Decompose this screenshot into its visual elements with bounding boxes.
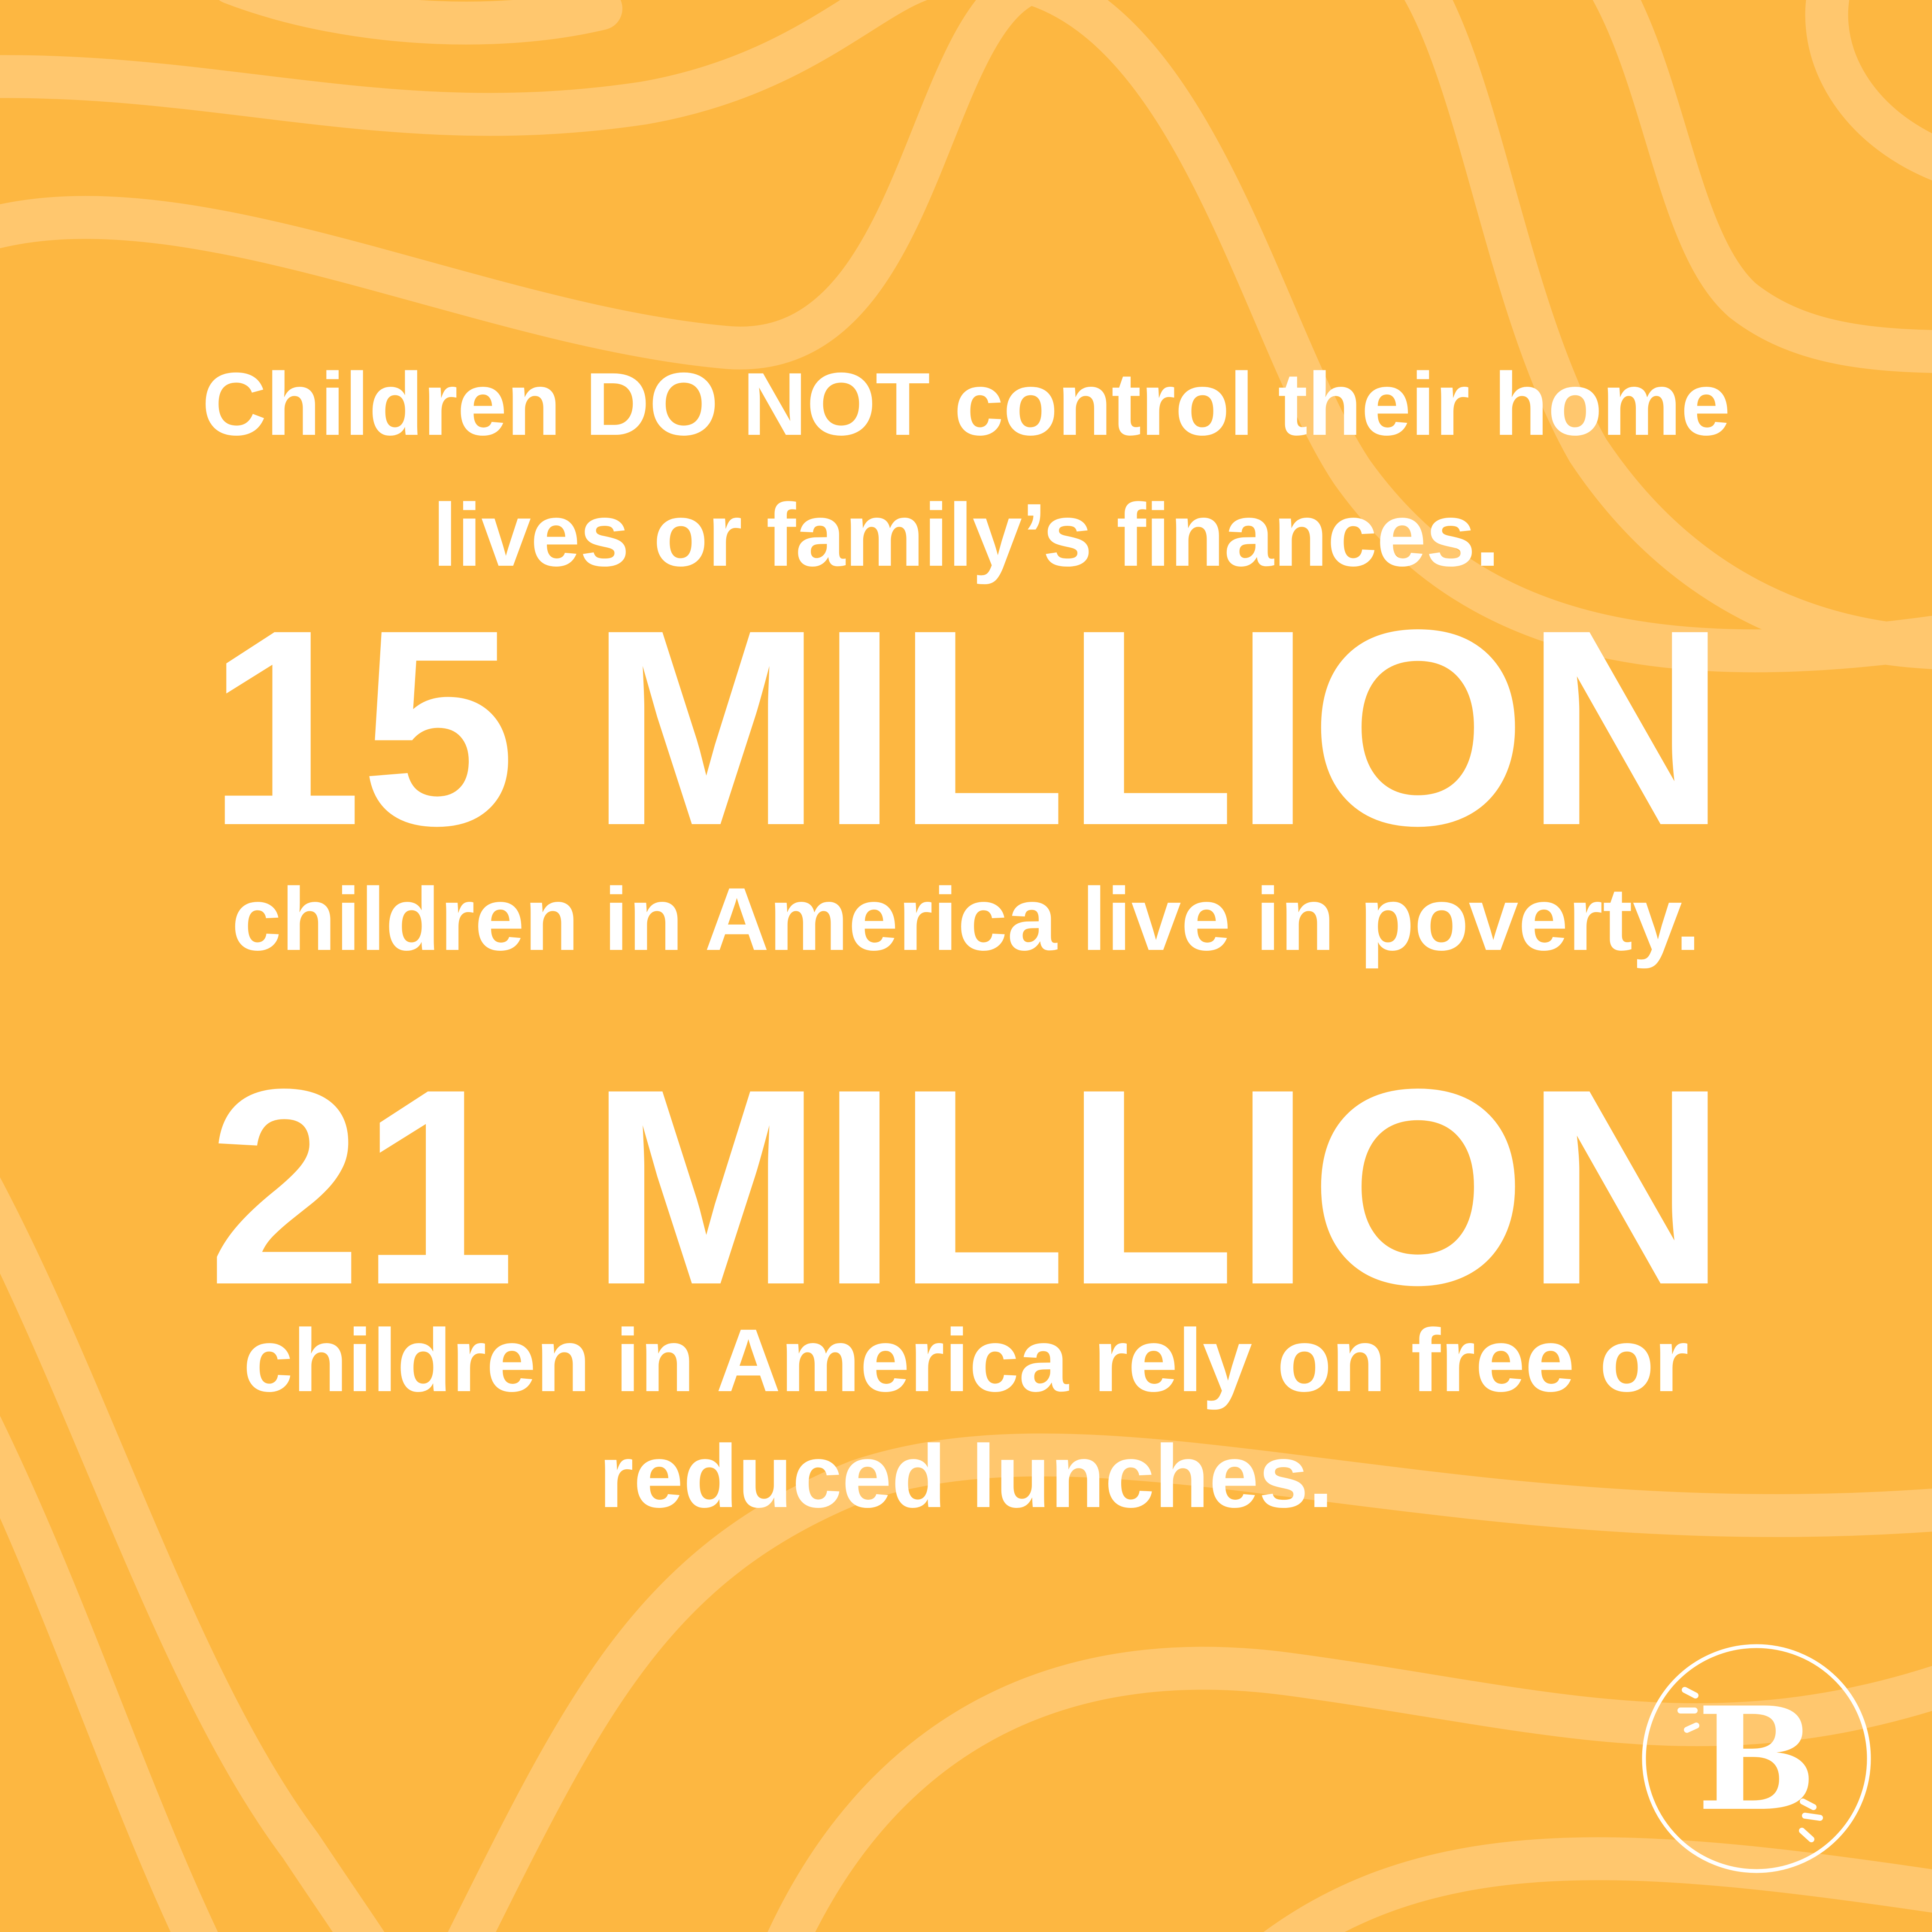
- intro-statement: Children DO NOT control their home lives…: [0, 339, 1932, 601]
- wave-stroke: [1805, 0, 1932, 181]
- wave-stroke: [1017, 0, 1932, 673]
- wave-stroke: [0, 0, 928, 136]
- intro-line-1: Children DO NOT control their home: [202, 355, 1731, 454]
- stat-2-caption-line-2: reduced lunches.: [599, 1427, 1333, 1526]
- wave-stroke: [1592, 0, 1932, 373]
- wave-stroke: [767, 1647, 1932, 1932]
- wave-stroke: [1404, 0, 1932, 669]
- wave-stroke: [1263, 1837, 1932, 1932]
- wave-stroke: [448, 1433, 1932, 1932]
- stat-1-caption: children in America live in poverty.: [231, 870, 1701, 969]
- wave-stroke: [0, 1416, 218, 1932]
- stat-2-caption: children in America rely on free or redu…: [0, 1303, 1932, 1535]
- wave-stroke: [0, 0, 1043, 370]
- wave-stroke: [219, 0, 622, 45]
- brand-b-circle-icon: B: [1640, 1642, 1874, 1876]
- logo-letter: B: [1697, 1675, 1817, 1842]
- stat-1-number: 15 MILLION: [207, 572, 1726, 883]
- intro-line-2: lives or family’s finances.: [432, 485, 1500, 585]
- stat-2-number: 21 MILLION: [207, 1031, 1726, 1343]
- wave-stroke: [0, 1177, 385, 1932]
- logo-circle: [1642, 1644, 1871, 1873]
- stat-2-caption-line-1: children in America rely on free or: [243, 1311, 1689, 1410]
